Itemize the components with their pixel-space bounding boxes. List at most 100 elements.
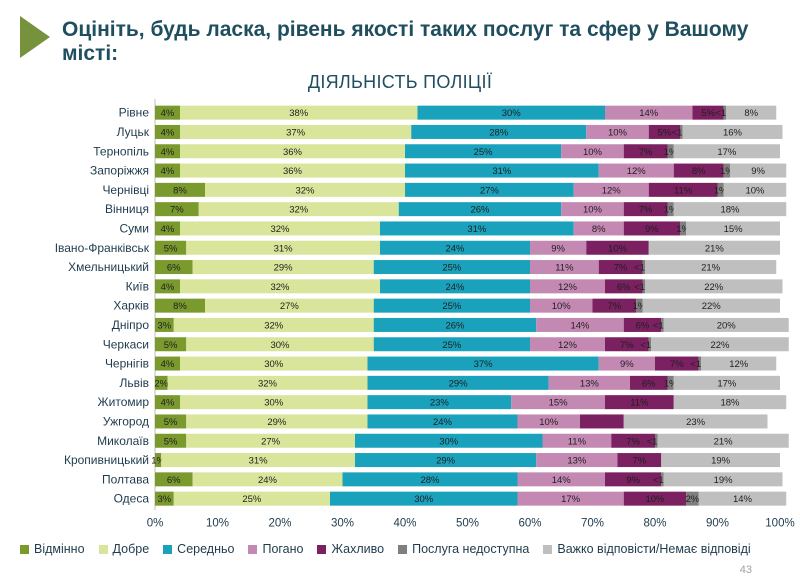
bar-segment [655,356,699,371]
x-tick-label: 80% [643,517,666,529]
data-label: 28% [420,475,440,486]
data-label: 7% [170,205,184,216]
bar-segment [630,375,668,390]
bar-segment [167,375,368,390]
data-label: 36% [283,147,303,158]
category-label: Миколаїв [97,434,149,448]
data-label: 29% [267,417,287,428]
data-label: 31% [467,224,487,235]
bar-segment [642,298,780,313]
bar-segment [648,240,780,255]
data-label: 5% [164,243,178,254]
data-label: 31% [492,166,512,177]
data-label: 9% [626,475,640,486]
bar-segment [155,202,199,217]
bar-segment [186,414,368,429]
data-label: 7% [626,436,640,447]
bar-segment [155,491,174,506]
bar-segment [667,202,674,217]
data-label: 1% [720,166,734,177]
data-label: 18% [720,205,740,216]
category-label: Черкаси [103,337,149,351]
bar-segment [536,317,624,332]
bar-segment [155,414,187,429]
legend-item: Добре [98,542,149,556]
bar-segment [673,395,787,410]
data-label: 5% [164,417,178,428]
bar-segment [180,144,405,159]
chart-subtitle: ДІЯЛЬНІСТЬ ПОЛІЦІЇ [307,72,493,92]
legend-label: Відмінно [34,542,85,556]
bar-segment [726,105,777,120]
x-tick-label: 60% [518,517,541,529]
bar-segment [192,260,374,275]
data-label: 16% [723,127,743,138]
data-label: 21% [701,263,721,274]
bar-segment [642,260,645,275]
data-label: <1% [634,282,654,293]
data-label: 5% [701,108,715,119]
bar-segment [692,105,724,120]
data-label: 1% [633,301,647,312]
data-label: 36% [283,166,303,177]
chart-legend: Відмінно Добре Середньо Погано Жахливо Послуг… [20,542,751,556]
bar-segment [517,414,580,429]
legend-swatch [20,544,29,554]
data-label: 11% [674,185,693,196]
data-label: 12% [558,282,578,293]
data-label: 32% [270,282,290,293]
data-label: 9% [620,359,634,370]
bar-segment [686,491,699,506]
data-label: 10% [645,494,665,505]
bar-segment [155,144,180,159]
stacked-bar-chart: Рівне 4% 38% 30% 14% 5% <1% 8%Луцьк 4% 37% 28% 10% 5… [55,99,795,529]
bar-segment [155,395,180,410]
bar-segment [680,221,687,236]
data-label: 21% [705,243,725,254]
bar-segment [155,317,174,332]
bar-segment [698,491,787,506]
bar-segment [380,279,530,294]
bar-segment [723,105,727,120]
bar-segment [173,491,330,506]
x-tick-label: 100% [765,517,794,529]
bar-segment [180,279,380,294]
data-label: 32% [258,378,278,389]
data-label: 11% [555,263,574,274]
bar-segment [661,453,780,468]
data-label: 7% [670,359,684,370]
bar-segment [205,182,405,197]
bar-segment [686,221,780,236]
data-label: 9% [645,224,659,235]
data-label: 4% [161,282,175,293]
data-label: 7% [608,301,622,312]
data-label: 26% [445,320,465,331]
data-label: 19% [714,475,734,486]
bar-segment [373,260,530,275]
data-label: 10% [608,127,628,138]
legend-item: Послуга недоступна [398,542,529,556]
category-label: Івано-Франківськ [55,241,150,255]
data-label: 5% [164,436,178,447]
data-label: 22% [702,301,722,312]
bar-segment [723,182,787,197]
bar-segment [648,337,652,352]
data-label: 30% [414,494,434,505]
bar-segment [573,221,624,236]
bar-segment [180,395,368,410]
legend-swatch [163,544,173,554]
legend-label: Важко відповісти/Немає відповіді [557,542,751,556]
bar-segment [661,472,664,487]
data-label: 25% [242,494,262,505]
bar-segment [723,163,730,178]
data-label: 17% [717,147,737,158]
bar-segment [642,279,645,294]
data-label: <1% [647,436,667,447]
bar-segment [373,337,530,352]
data-label: 7% [620,340,634,351]
bar-segment [682,124,783,139]
data-label: 24% [258,475,278,486]
category-label: Луцьк [117,125,150,139]
bar-segment [561,144,624,159]
bar-segment [730,163,787,178]
